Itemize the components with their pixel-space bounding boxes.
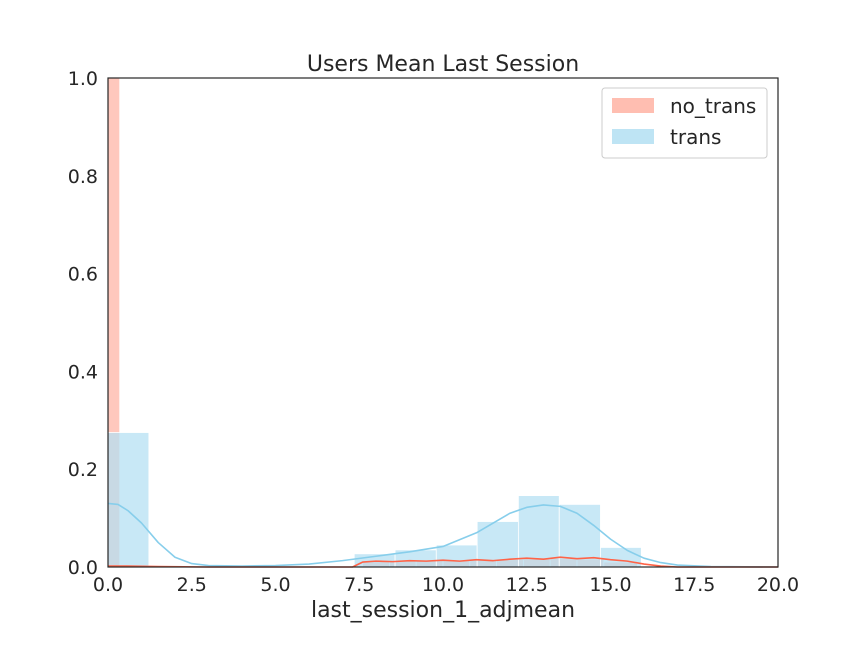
- bars-layer: [107, 77, 642, 568]
- legend-swatch-trans: [612, 129, 654, 144]
- x-tick-label: 10.0: [422, 574, 464, 596]
- bar-trans-7: [600, 547, 642, 568]
- x-tick-label: 0.0: [93, 574, 123, 596]
- bar-trans-3: [435, 544, 478, 568]
- y-tick-label: 0.6: [68, 264, 98, 286]
- x-tick-label: 5.0: [260, 574, 290, 596]
- legend: no_trans trans: [601, 87, 768, 159]
- y-tick-label: 0.2: [68, 459, 98, 481]
- y-axis-ticks: 0.0 0.2 0.4 0.6 0.8 1.0: [68, 68, 98, 579]
- x-tick-label: 17.5: [673, 574, 715, 596]
- bar-trans-0: [107, 432, 150, 568]
- x-tick-label: 12.5: [506, 574, 548, 596]
- y-tick-label: 0.4: [68, 361, 98, 383]
- legend-swatch-no-trans: [612, 98, 654, 113]
- chart-title: Users Mean Last Session: [307, 52, 579, 77]
- x-tick-label: 2.5: [177, 574, 207, 596]
- kde-line-trans: [107, 502, 779, 568]
- x-tick-label: 20.0: [757, 574, 799, 596]
- y-tick-label: 1.0: [68, 68, 98, 90]
- plot-frame: [107, 77, 779, 568]
- y-tick-label: 0.0: [68, 557, 98, 579]
- legend-label-trans: trans: [670, 125, 721, 149]
- x-tick-label: 7.5: [344, 574, 374, 596]
- legend-label-no-trans: no_trans: [670, 94, 756, 118]
- y-tick-label: 0.8: [68, 166, 98, 188]
- x-axis-label: last_session_1_adjmean: [311, 598, 575, 623]
- x-axis-ticks: 0.0 2.5 5.0 7.5 10.0 12.5 15.0 17.5 20.0: [93, 574, 799, 596]
- x-tick-label: 15.0: [589, 574, 631, 596]
